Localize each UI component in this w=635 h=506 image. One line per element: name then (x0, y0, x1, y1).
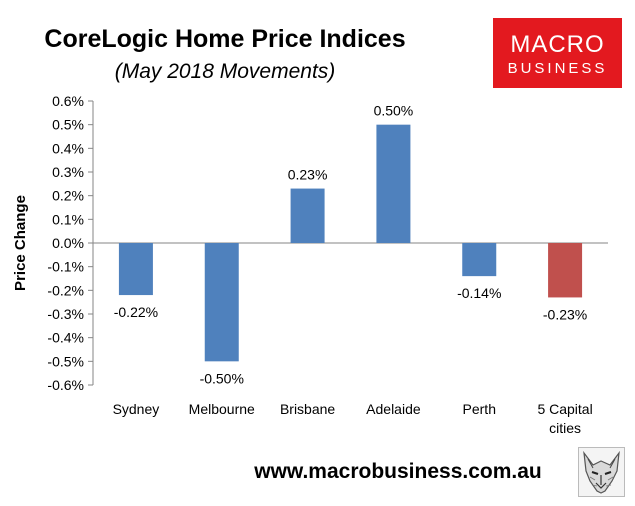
bar (376, 124, 411, 243)
y-tick-label: 0.3% (52, 164, 84, 180)
data-label: -0.14% (457, 285, 501, 301)
bar (118, 243, 153, 296)
data-label: 0.23% (288, 167, 328, 183)
y-tick-label: 0.1% (52, 211, 84, 227)
y-tick-label: -0.5% (47, 353, 84, 369)
y-tick-label: 0.4% (52, 140, 84, 156)
y-axis-title: Price Change (12, 195, 29, 291)
logo-line-2: BUSINESS (507, 60, 608, 77)
website-url[interactable]: www.macrobusiness.com.au (254, 460, 542, 483)
data-label: -0.50% (200, 370, 244, 386)
data-label: 0.50% (374, 103, 414, 119)
bar (462, 243, 497, 277)
x-tick-label: Brisbane (280, 401, 335, 417)
x-tick-label: cities (549, 420, 581, 436)
x-tick-label: Perth (463, 401, 496, 417)
y-tick-label: 0.5% (52, 117, 84, 133)
y-tick-label: -0.1% (47, 259, 84, 275)
bar (290, 188, 325, 243)
y-tick-label: -0.3% (47, 306, 84, 322)
y-tick-label: 0.2% (52, 188, 84, 204)
data-label: -0.22% (114, 304, 158, 320)
data-label: -0.23% (543, 306, 587, 322)
y-tick-label: -0.4% (47, 330, 84, 346)
y-tick-label: -0.2% (47, 282, 84, 298)
y-tick-label: 0.6% (52, 93, 84, 109)
x-tick-label: Adelaide (366, 401, 421, 417)
wolf-icon (578, 447, 625, 497)
x-tick-label: Melbourne (189, 401, 255, 417)
logo-line-1: MACRO (510, 31, 605, 58)
x-tick-label: Sydney (113, 401, 160, 417)
bar (204, 243, 239, 362)
y-tick-label: -0.6% (47, 377, 84, 393)
macrobusiness-logo: MACRO BUSINESS (493, 18, 622, 88)
chart-title: CoreLogic Home Price Indices (44, 25, 406, 53)
bar (548, 243, 583, 298)
chart-subtitle: (May 2018 Movements) (114, 60, 336, 83)
x-tick-label: 5 Capital (537, 401, 592, 417)
y-tick-label: 0.0% (52, 235, 84, 251)
